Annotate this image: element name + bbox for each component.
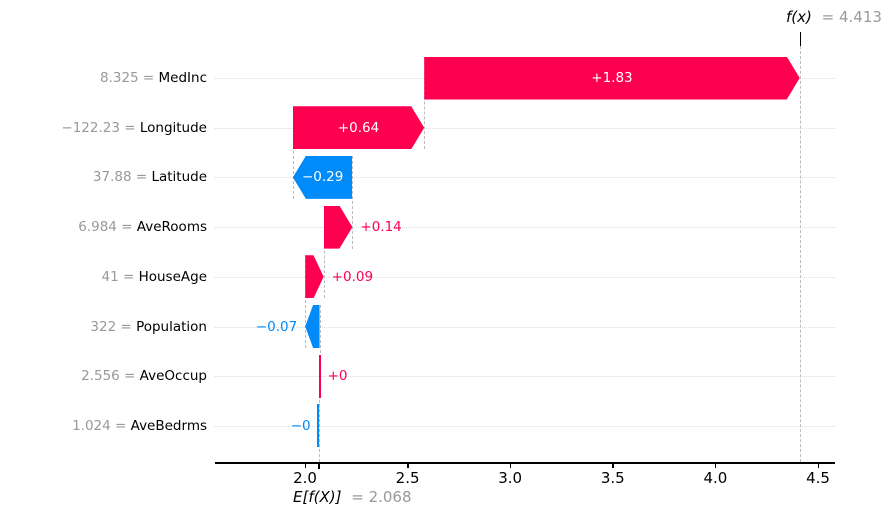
row-label-avebedrms: 1.024 = AveBedrms bbox=[0, 417, 207, 435]
bar-value-label-aveoccup: +0 bbox=[327, 368, 348, 385]
fx-value: = 4.413 bbox=[821, 8, 882, 26]
feature-name: AveOccup bbox=[139, 368, 207, 385]
x-tick bbox=[612, 462, 614, 468]
connector-line bbox=[323, 205, 325, 299]
x-tick bbox=[304, 462, 306, 468]
expected-value-tick bbox=[318, 462, 320, 469]
row-label-averooms: 6.984 = AveRooms bbox=[0, 218, 207, 236]
connector-line bbox=[305, 255, 307, 348]
row-label-medinc: 8.325 = MedInc bbox=[0, 69, 207, 87]
feature-value: 6.984 = bbox=[78, 219, 137, 236]
feature-value: 8.325 = bbox=[99, 70, 159, 86]
efx-symbol: E[f(X)] bbox=[293, 488, 342, 506]
feature-name: AveRooms bbox=[136, 219, 207, 236]
x-tick bbox=[407, 462, 409, 468]
row-gridline bbox=[215, 276, 835, 278]
bar-value-label-averooms: +0.14 bbox=[360, 219, 402, 236]
bar-value-label-population: −0.07 bbox=[255, 318, 298, 335]
connector-line bbox=[424, 56, 426, 150]
connector-line bbox=[318, 354, 320, 448]
feature-name: HouseAge bbox=[138, 268, 207, 285]
row-label-aveoccup: 2.556 = AveOccup bbox=[0, 367, 207, 385]
x-tick bbox=[509, 462, 512, 468]
feature-name: Longitude bbox=[139, 119, 207, 136]
row-gridline bbox=[215, 425, 835, 427]
row-label-longitude: −122.23 = Longitude bbox=[0, 119, 207, 137]
x-tick-label: 2.5 bbox=[395, 469, 420, 487]
row-label-latitude: 37.88 = Latitude bbox=[0, 168, 207, 186]
row-gridline bbox=[215, 376, 835, 378]
bar-medinc bbox=[424, 56, 800, 100]
feature-name: Latitude bbox=[151, 169, 207, 186]
row-gridline bbox=[215, 326, 835, 328]
bar-value-label-avebedrms: −0 bbox=[290, 417, 311, 434]
bar-longitude bbox=[292, 106, 425, 150]
feature-value: 37.88 = bbox=[92, 169, 152, 186]
bar-value-label-longitude: +0.64 bbox=[337, 119, 380, 136]
bar-latitude bbox=[292, 155, 352, 199]
x-tick-label: 4.0 bbox=[703, 469, 728, 487]
connector-line bbox=[292, 106, 294, 199]
x-tick-label: 3.5 bbox=[600, 469, 625, 487]
feature-name: AveBedrms bbox=[130, 417, 207, 434]
fx-annotation: f(x) = 4.413 bbox=[786, 8, 882, 26]
x-tick-label: 2.0 bbox=[293, 469, 317, 487]
row-gridline bbox=[215, 227, 835, 229]
feature-value: −122.23 = bbox=[61, 119, 140, 136]
feature-value: 322 = bbox=[90, 318, 137, 335]
feature-value: 2.556 = bbox=[81, 368, 140, 385]
bar-houseage bbox=[305, 255, 324, 299]
row-label-houseage: 41 = HouseAge bbox=[0, 268, 208, 286]
bar-avebedrms bbox=[316, 404, 319, 448]
row-label-population: 322 = Population bbox=[0, 318, 207, 336]
bar-aveoccup bbox=[318, 354, 321, 398]
x-tick-label: 3.0 bbox=[498, 469, 523, 487]
efx-value: = 2.068 bbox=[351, 488, 412, 506]
feature-name: Population bbox=[136, 318, 207, 335]
fx-line bbox=[800, 46, 802, 462]
feature-value: 1.024 = bbox=[72, 417, 131, 434]
bar-population bbox=[305, 305, 320, 348]
row-gridline bbox=[215, 127, 835, 129]
connector-line bbox=[352, 155, 354, 249]
fx-tick-mark bbox=[799, 32, 802, 46]
connector-line bbox=[319, 305, 321, 398]
x-axis-line bbox=[215, 462, 835, 464]
expected-value-annotation: E[f(X)] = 2.068 bbox=[293, 488, 412, 506]
x-tick-label: 4.5 bbox=[806, 469, 830, 487]
bar-value-label-medinc: +1.83 bbox=[591, 70, 633, 86]
feature-name: MedInc bbox=[158, 70, 207, 86]
fx-symbol: f(x) bbox=[786, 8, 812, 26]
bar-averooms bbox=[323, 205, 353, 249]
row-gridline bbox=[215, 177, 835, 179]
expected-value-line bbox=[318, 404, 320, 462]
x-tick bbox=[714, 462, 717, 468]
feature-value: 41 = bbox=[101, 268, 139, 285]
bar-value-label-latitude: −0.29 bbox=[301, 169, 344, 186]
x-tick bbox=[817, 462, 819, 468]
bar-value-label-houseage: +0.09 bbox=[331, 268, 374, 285]
